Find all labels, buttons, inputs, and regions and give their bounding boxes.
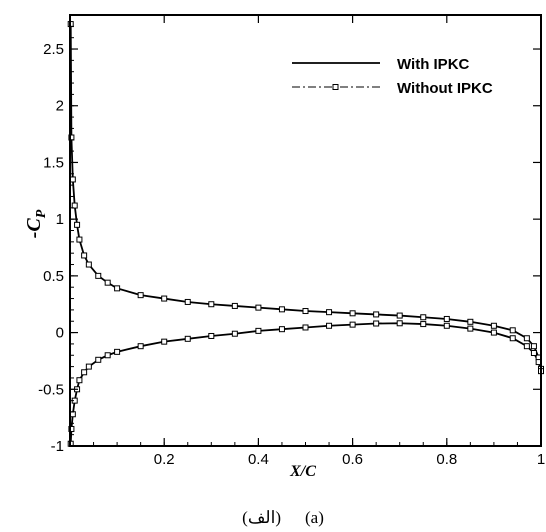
data-point	[95, 356, 102, 363]
data-point	[69, 176, 76, 183]
data-point	[104, 352, 111, 359]
data-point	[349, 310, 356, 317]
series-with-ipkc-upper	[69, 24, 542, 370]
series-without-ipkc-lower	[70, 322, 542, 444]
data-point	[161, 338, 168, 345]
x-tick-label: 1	[537, 451, 545, 468]
figure-caption-arabic: (الف)	[242, 508, 281, 527]
data-point	[490, 329, 497, 336]
data-point	[114, 348, 121, 355]
data-point	[255, 327, 262, 334]
x-tick-label: 0.8	[436, 451, 457, 468]
data-point	[184, 335, 191, 342]
y-tick-label: 1.5	[43, 154, 64, 171]
data-point	[420, 314, 427, 321]
data-point	[443, 315, 450, 322]
data-point	[231, 330, 238, 337]
data-point	[373, 320, 380, 327]
figure-caption-latin: (a)	[305, 508, 324, 527]
data-point	[95, 272, 102, 279]
data-point	[74, 221, 81, 228]
data-point	[523, 335, 530, 342]
data-point	[326, 322, 333, 329]
y-tick-label: -0.5	[38, 381, 64, 398]
data-point	[530, 343, 537, 350]
data-point	[509, 327, 516, 334]
data-point	[104, 279, 111, 286]
data-point	[208, 301, 215, 308]
y-tick-label: 2	[56, 98, 64, 115]
data-point	[137, 292, 144, 299]
data-point	[467, 325, 474, 332]
data-point	[523, 343, 530, 350]
y-tick-label: 0	[56, 325, 64, 342]
data-point	[373, 311, 380, 318]
data-point	[443, 322, 450, 329]
data-point	[81, 369, 88, 376]
data-point	[208, 332, 215, 339]
data-point	[490, 322, 497, 329]
data-point	[396, 312, 403, 319]
data-point	[509, 335, 516, 342]
axes: 0.2 0.4 0.6 0.8 1 -1 -0.5 0 0.5 1 1.5 2 2.5	[38, 14, 545, 468]
data-point	[85, 363, 92, 370]
data-point	[302, 308, 309, 315]
data-point	[184, 298, 191, 305]
data-point	[278, 306, 285, 313]
x-axis-title: X/C	[289, 463, 316, 480]
data-point	[137, 343, 144, 350]
data-point	[76, 377, 83, 384]
data-point	[71, 202, 78, 209]
data-point	[302, 324, 309, 331]
y-axis-title-subscript: P	[34, 209, 49, 218]
data-point	[326, 309, 333, 316]
data-point	[85, 261, 92, 268]
data-point	[467, 318, 474, 325]
series-with-ipkc-lower	[69, 322, 542, 444]
data-point	[530, 349, 537, 356]
data-point	[68, 425, 75, 432]
y-tick-label: -1	[51, 438, 64, 455]
y-tick-label: 0.5	[43, 268, 64, 285]
data-point	[420, 321, 427, 328]
data-point	[396, 320, 403, 327]
data-point	[81, 252, 88, 259]
x-tick-label: 0.6	[342, 451, 363, 468]
data-point	[231, 302, 238, 309]
plot-area	[67, 21, 544, 447]
data-point	[114, 285, 121, 292]
data-point	[76, 236, 83, 243]
y-axis-title: -CP	[23, 209, 49, 238]
y-tick-label: 1	[56, 211, 64, 228]
legend-marker-without-ipkc	[332, 84, 339, 90]
legend-label-without-ipkc: Without IPKC	[397, 80, 493, 97]
data-point	[349, 321, 356, 328]
series-without-ipkc-upper	[70, 24, 542, 369]
data-point	[255, 304, 262, 311]
data-point	[69, 411, 76, 418]
data-point	[161, 295, 168, 302]
x-tick-label: 0.2	[154, 451, 175, 468]
legend-label-with-ipkc: With IPKC	[397, 56, 470, 73]
y-tick-label: 2.5	[43, 41, 64, 58]
x-tick-label: 0.4	[248, 451, 269, 468]
legend: With IPKC Without IPKC	[292, 56, 493, 97]
data-point	[278, 326, 285, 333]
